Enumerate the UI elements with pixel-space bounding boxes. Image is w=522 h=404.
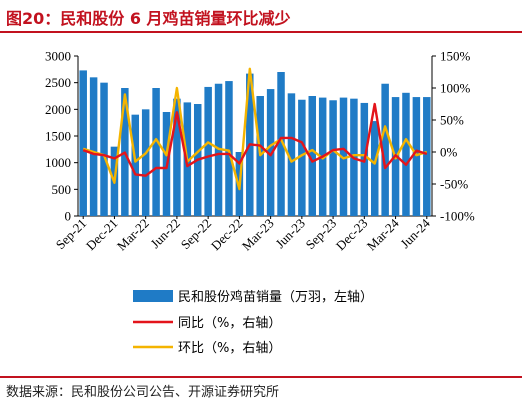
bar xyxy=(370,121,379,216)
bar xyxy=(152,88,160,216)
bar xyxy=(402,92,410,216)
left-tick-label: 0 xyxy=(65,209,72,224)
x-tick-label: Mar-22 xyxy=(114,216,152,254)
yoy-line xyxy=(82,102,428,177)
x-tick-label: Sep-23 xyxy=(303,216,340,253)
right-tick-label: -100% xyxy=(440,209,475,224)
bar xyxy=(79,70,87,217)
source-note: 数据来源：民和股份公司公告、开源证券研究所 xyxy=(6,385,280,400)
bar xyxy=(423,97,431,216)
right-tick-label: 50% xyxy=(440,113,464,128)
bar xyxy=(89,77,98,216)
bar xyxy=(412,97,421,216)
x-tick-label: Sep-22 xyxy=(178,216,215,253)
left-tick-label: 2000 xyxy=(45,102,71,117)
legend-swatch-bar xyxy=(133,290,173,302)
source-rule xyxy=(0,376,522,378)
legend-label: 民和股份鸡苗销量（万羽，左轴） xyxy=(178,289,373,305)
bar xyxy=(381,83,389,216)
bar xyxy=(298,99,306,216)
x-tick-label: Dec-23 xyxy=(333,216,371,254)
bar xyxy=(277,72,285,216)
bar xyxy=(204,86,212,216)
right-tick-label: -50% xyxy=(440,177,468,192)
bar xyxy=(308,96,317,216)
x-tick-label: Mar-23 xyxy=(239,216,277,254)
bar xyxy=(339,97,348,216)
mom-line xyxy=(82,67,428,191)
x-tick-label: Mar-24 xyxy=(364,215,402,253)
bar xyxy=(329,100,337,216)
bar xyxy=(141,109,150,216)
line-series xyxy=(82,67,428,191)
bar xyxy=(287,93,296,216)
title-rule xyxy=(0,31,522,33)
legend: 民和股份鸡苗销量（万羽，左轴） 同比（%，右轴） 环比（%，右轴） xyxy=(133,289,373,356)
left-tick-label: 3000 xyxy=(45,49,71,64)
chart-title: 图20：民和股份 6 月鸡苗销量环比减少 xyxy=(6,9,291,28)
legend-label: 环比（%，右轴） xyxy=(178,341,281,356)
x-tick-label: Jun-24 xyxy=(397,215,433,251)
left-tick-label: 500 xyxy=(52,182,72,197)
bar xyxy=(266,89,275,216)
bar xyxy=(225,81,233,216)
x-tick-label: Dec-22 xyxy=(208,216,246,254)
left-tick-label: 1000 xyxy=(45,155,71,170)
legend-label: 同比（%，右轴） xyxy=(178,316,281,331)
x-tick-label: Jun-22 xyxy=(147,216,183,252)
bar xyxy=(173,98,181,216)
left-tick-label: 2500 xyxy=(45,75,71,90)
bar xyxy=(100,82,108,217)
right-tick-label: 150% xyxy=(440,49,471,64)
x-tick-label: Jun-23 xyxy=(272,216,308,252)
x-tick-label: Dec-21 xyxy=(83,216,121,254)
right-tick-label: 0% xyxy=(440,145,458,160)
bar xyxy=(131,114,140,216)
right-tick-label: 100% xyxy=(440,81,471,96)
left-tick-label: 1500 xyxy=(45,129,71,144)
